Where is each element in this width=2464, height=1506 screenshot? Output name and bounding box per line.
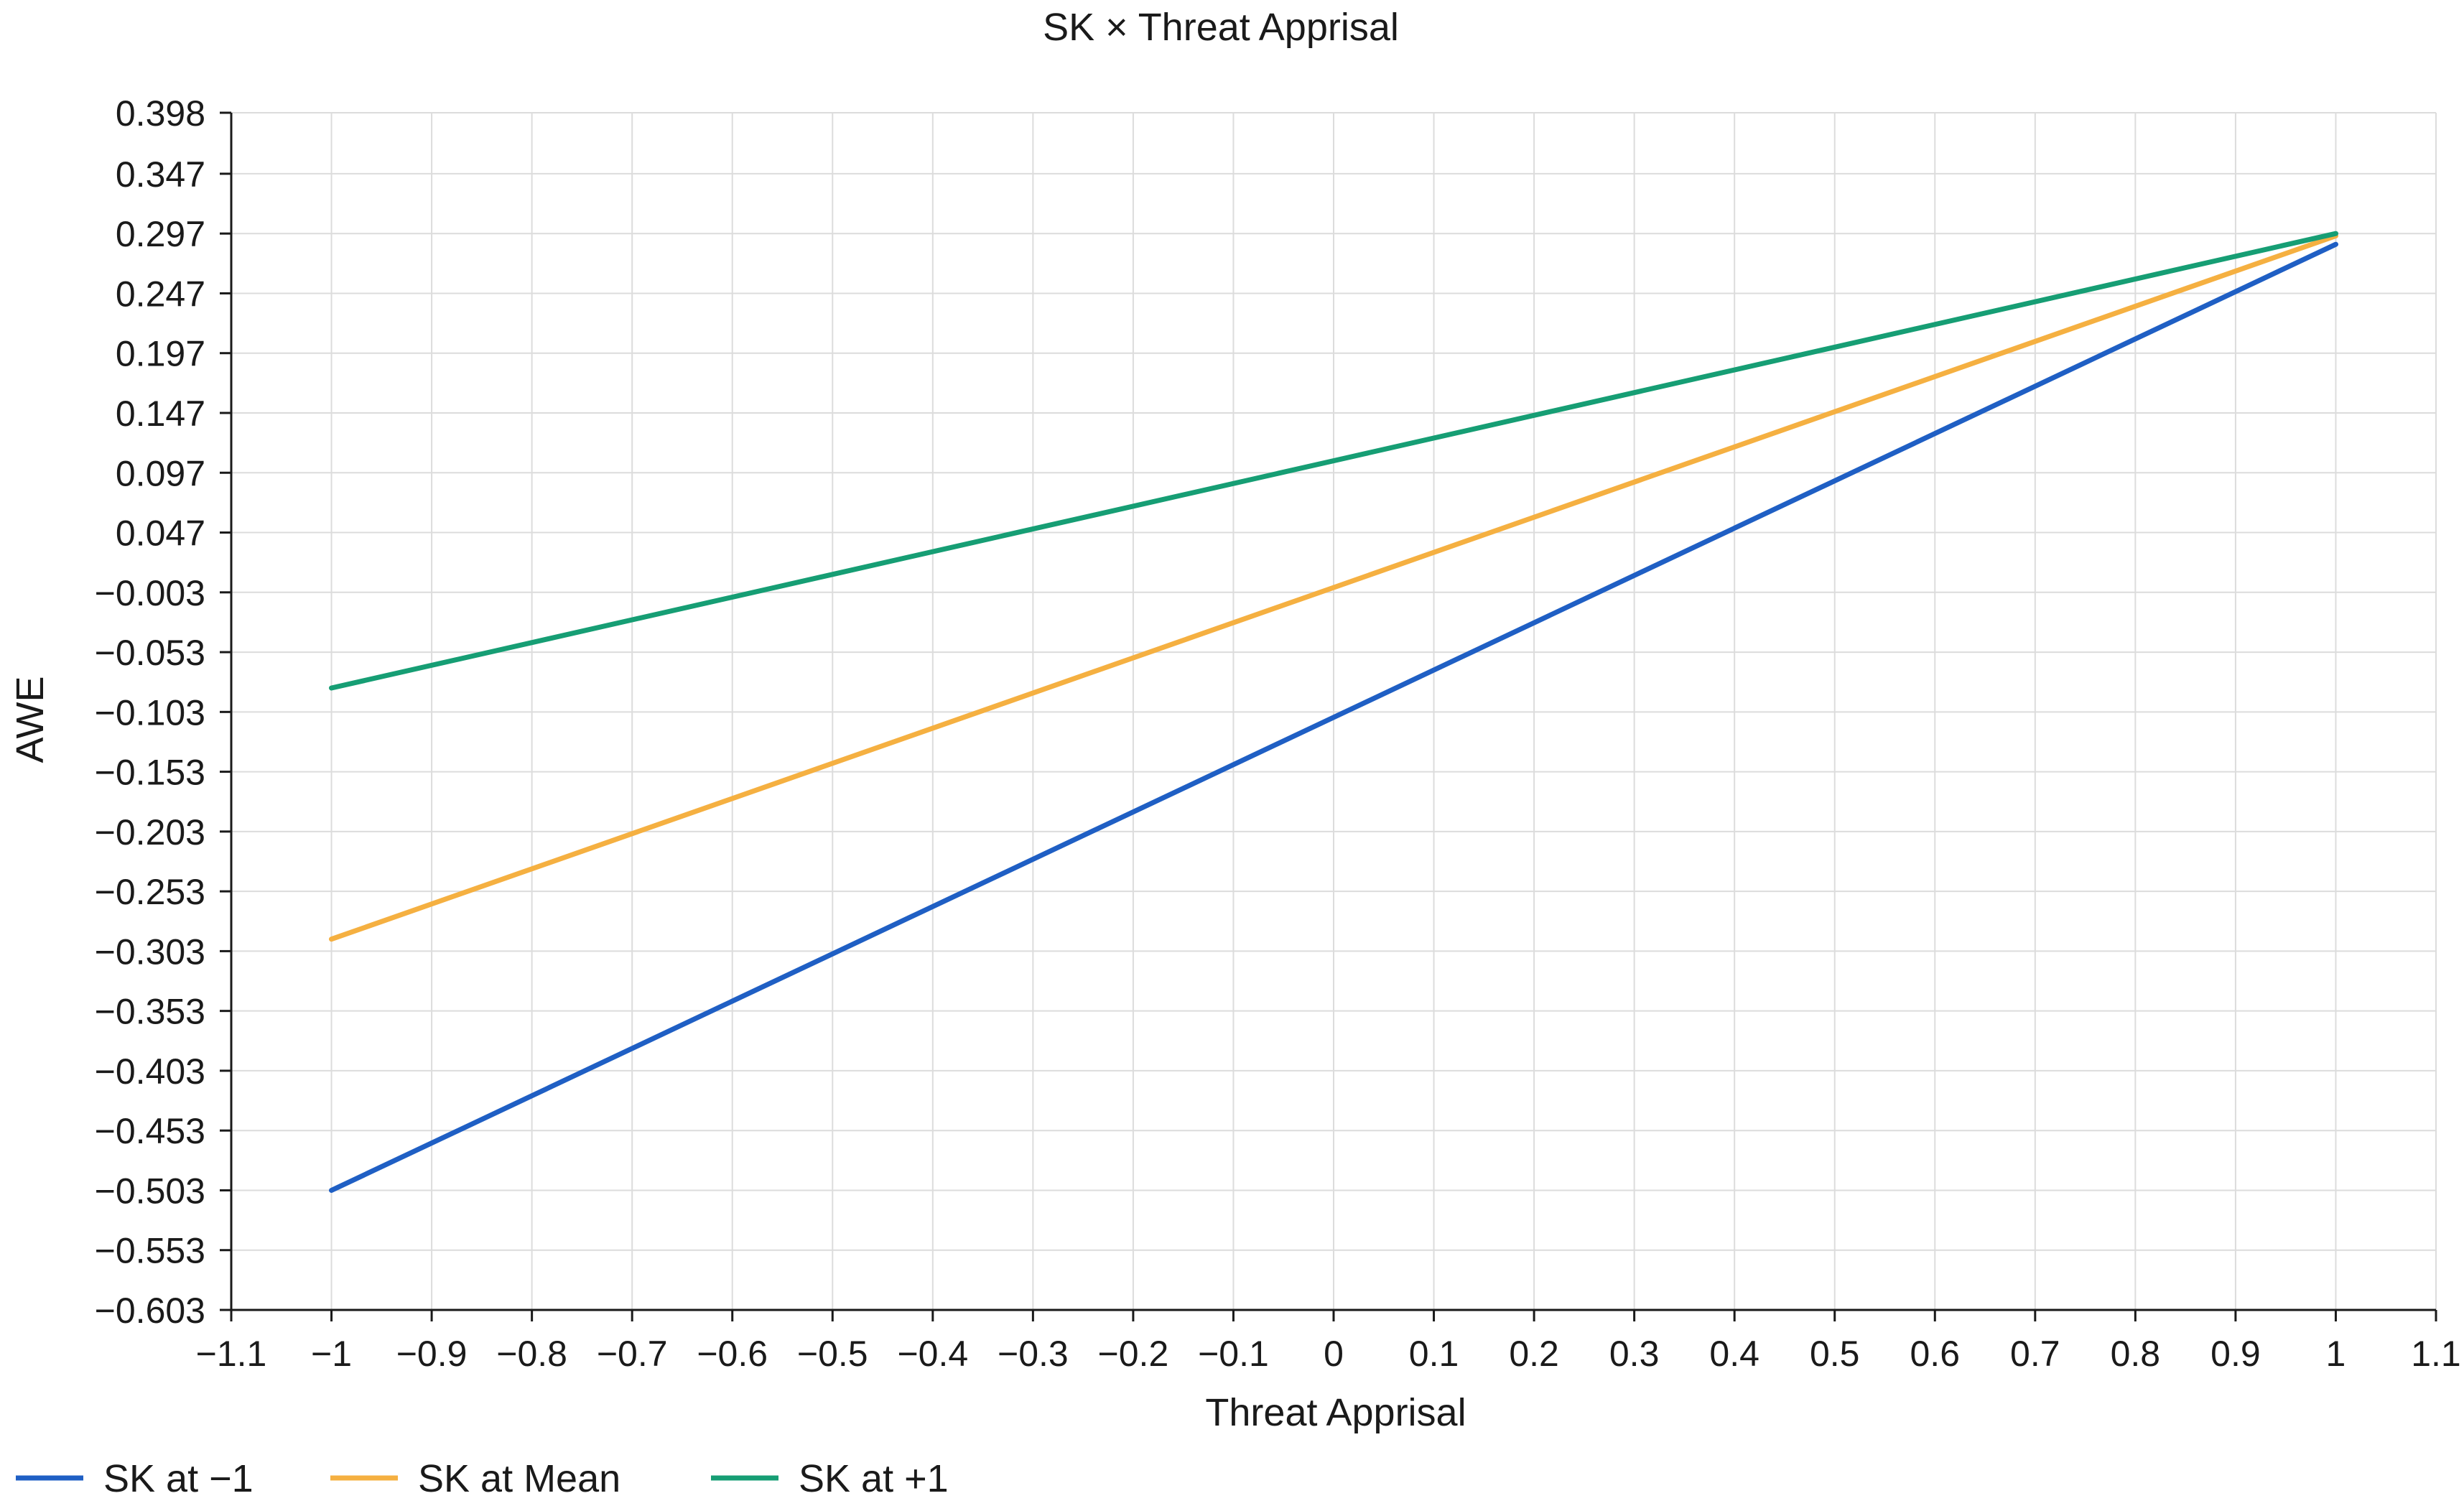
x-tick-label: −0.2	[1098, 1334, 1169, 1374]
x-axis-title: Threat Apprisal	[1205, 1391, 1466, 1434]
series-line-3	[329, 231, 2338, 691]
axes: −1.1 −1 −0.9 −0.8 −0.7 −0.6 −0.5 −0.4 −0.3 −0.2 −0…	[95, 93, 2461, 1374]
y-tick-label: −0.203	[95, 812, 205, 852]
x-tick-label: 0.4	[1709, 1334, 1759, 1374]
legend: SK at −1 SK at Mean SK at +1	[16, 1457, 949, 1500]
x-tick-label: −0.1	[1198, 1334, 1269, 1374]
x-tick-label: 0.9	[2210, 1334, 2261, 1374]
x-tick-label: 0.2	[1509, 1334, 1559, 1374]
y-tick-label: −0.503	[95, 1171, 205, 1211]
y-tick-label: 0.097	[116, 453, 205, 493]
x-tick-label: −0.3	[998, 1334, 1069, 1374]
y-tick-label: 0.398	[116, 93, 205, 134]
x-tick-label: −0.6	[697, 1334, 768, 1374]
grid-lines	[231, 112, 2437, 1311]
y-tick-label: 0.047	[116, 513, 205, 554]
legend-label-3: SK at +1	[799, 1457, 949, 1500]
y-tick-label: −0.103	[95, 692, 205, 733]
x-tick-label: −0.7	[597, 1334, 668, 1374]
y-tick-label: −0.153	[95, 753, 205, 793]
y-tick-label: 0.297	[116, 214, 205, 254]
x-tick-label: −0.4	[897, 1334, 968, 1374]
x-tick-label: 0.7	[2010, 1334, 2060, 1374]
x-tick-label: 1.1	[2411, 1334, 2461, 1374]
y-tick-label: −0.003	[95, 573, 205, 613]
x-tick-label: 0.6	[1910, 1334, 1961, 1374]
x-tick-label: 0	[1324, 1334, 1344, 1374]
chart-title: SK × Threat Apprisal	[1043, 6, 1399, 49]
y-axis-title: AWE	[9, 677, 52, 763]
legend-label-2: SK at Mean	[418, 1457, 620, 1500]
y-tick-label: −0.303	[95, 931, 205, 972]
x-tick-label: 0.5	[1810, 1334, 1860, 1374]
x-tick-label: 0.1	[1409, 1334, 1459, 1374]
y-tick-label: −0.353	[95, 992, 205, 1032]
y-tick-label: 0.197	[116, 334, 205, 374]
y-tick-label: −0.553	[95, 1231, 205, 1271]
y-tick-label: 0.347	[116, 154, 205, 195]
x-tick-label: 1	[2326, 1334, 2346, 1374]
series-line-1	[329, 241, 2338, 1193]
x-tick-label: −0.8	[496, 1334, 567, 1374]
x-tick-label: 0.3	[1609, 1334, 1660, 1374]
x-tick-label: 0.8	[2111, 1334, 2161, 1374]
y-tick-label: 0.247	[116, 274, 205, 314]
legend-label-1: SK at −1	[103, 1457, 254, 1500]
y-tick-label: −0.603	[95, 1291, 205, 1331]
x-tick-label: −0.5	[797, 1334, 868, 1374]
y-tick-label: 0.147	[116, 394, 205, 434]
y-tick-label: −0.253	[95, 872, 205, 912]
series-lines	[329, 231, 2338, 1193]
x-tick-label: −1	[311, 1334, 352, 1374]
y-tick-label: −0.403	[95, 1051, 205, 1092]
x-tick-label: −0.9	[396, 1334, 468, 1374]
series-line-2	[329, 233, 2338, 942]
x-tick-label: −1.1	[196, 1334, 267, 1374]
y-tick-label: −0.053	[95, 633, 205, 673]
y-tick-label: −0.453	[95, 1111, 205, 1151]
